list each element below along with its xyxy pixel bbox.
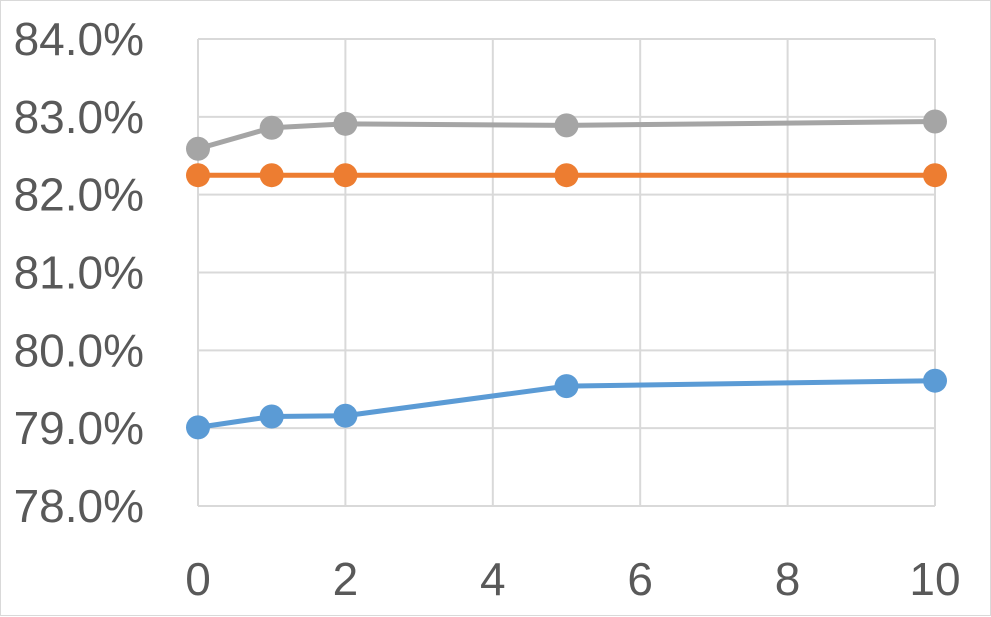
data-point [554,163,579,188]
data-point [923,368,947,393]
y-tick-label: 78.0% [14,480,144,532]
x-tick-label: 8 [775,553,801,605]
y-tick-label: 79.0% [14,402,144,454]
series-3 [186,368,947,440]
series-1 [186,109,947,161]
data-point [554,374,579,399]
data-point [333,163,358,188]
y-tick-label: 81.0% [14,247,144,299]
x-tick-label: 2 [333,553,359,605]
y-tick-label: 80.0% [14,324,144,376]
y-tick-label: 82.0% [14,169,144,221]
x-tick-label: 6 [627,553,653,605]
data-point [554,113,579,138]
data-point [259,115,284,140]
x-tick-label: 4 [480,553,506,605]
data-point [259,404,284,429]
x-axis-tick-labels: 0 2 4 6 8 10 [185,553,960,605]
y-tick-label: 83.0% [14,91,144,143]
series-2 [186,163,947,188]
x-tick-label: 0 [185,553,211,605]
data-point [259,163,284,188]
data-point [333,403,358,428]
data-point [923,163,947,188]
y-tick-label: 84.0% [14,13,144,65]
data-point [923,109,947,134]
data-point [186,163,210,188]
y-axis-tick-labels: 78.0% 79.0% 80.0% 81.0% 82.0% 83.0% 84.0% [14,13,144,532]
data-point [186,136,210,161]
series-group [186,109,947,440]
x-tick-label: 10 [909,553,960,605]
data-point [186,415,210,440]
gridlines [197,38,936,507]
data-point [333,111,358,136]
